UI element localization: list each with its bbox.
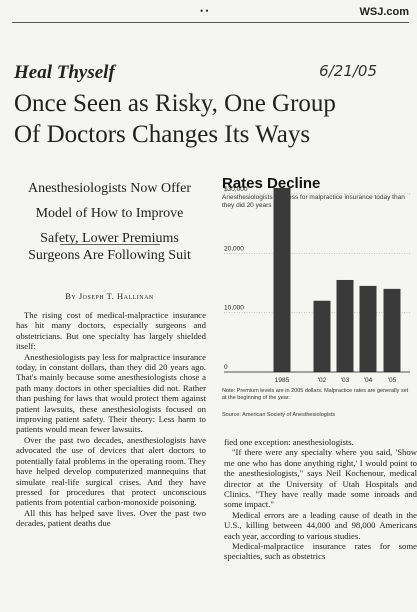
deck: Anesthesiologists Now Offer Model of How… <box>12 176 207 251</box>
y-tick-label: 0 <box>224 364 228 371</box>
y-tick-label: 20,000 <box>224 245 244 252</box>
paragraph: fied one exception: anesthesiologists. <box>224 437 354 447</box>
bar <box>313 300 331 372</box>
deck-line: Anesthesiologists Now Offer <box>27 181 192 196</box>
chart-note-box: Note: Premium levels are in 2005 dollars… <box>222 388 409 401</box>
chart-subtitle-box: Anesthesiologists pay less for malpracti… <box>222 194 405 209</box>
headline: Once Seen as Risky, One Group Of Doctors… <box>14 88 414 150</box>
chart-title: Rates Decline <box>222 175 320 192</box>
paragraph: Anesthesiologists pay less for malpracti… <box>16 351 206 435</box>
rule <box>60 244 160 245</box>
deck-line: Model of How to Improve <box>35 206 184 221</box>
x-tick-label: 1985 <box>275 377 290 384</box>
paragraph: Medical errors are a leading cause of de… <box>224 509 417 541</box>
paragraph: Over the past two decades, anesthesiolog… <box>16 434 206 508</box>
deck-line: Safety, Lower Premiums <box>40 231 179 246</box>
chart-source: Source: American Society of Anesthesiolo… <box>222 412 335 418</box>
x-tick-label: '04 <box>364 377 373 384</box>
bar <box>273 187 291 372</box>
bar <box>359 285 377 372</box>
x-tick-label: '02 <box>318 377 327 384</box>
y-tick-label: 10,000 <box>224 305 244 312</box>
x-tick-label: '05 <box>388 377 397 384</box>
subdeck: Surgeons Are Following Suit <box>28 248 191 263</box>
y-tick-label: $30,000 <box>224 186 248 193</box>
right-column: fied one exception: anesthesiologists. "I… <box>224 437 417 612</box>
paragraph: The rising cost of medical-malpractice i… <box>16 310 206 352</box>
kicker: Heal Thyself <box>14 62 115 83</box>
paragraph: Medical-malpractice insurance rates for … <box>224 541 417 562</box>
headline-line: Once Seen as Risky, One Group <box>14 90 336 117</box>
site-name: WSJ.com <box>359 6 409 18</box>
rule <box>12 22 409 23</box>
chart-note: Note: Premium levels are in 2005 dollars… <box>222 388 409 401</box>
left-column: The rising cost of medical-malpractice i… <box>16 310 206 612</box>
bar <box>383 288 401 372</box>
masthead-marks: • • <box>200 6 209 16</box>
headline-line: Of Doctors Changes Its Ways <box>14 121 311 148</box>
paragraph: "If there were any specialty where you s… <box>224 447 417 510</box>
byline: By Joseph T. Hallinan <box>65 291 154 301</box>
x-tick-label: '03 <box>341 377 350 384</box>
date: 6/21/05 <box>319 62 377 80</box>
chart: Rates Decline Anesthesiologists pay less… <box>222 175 410 418</box>
bar <box>336 279 354 372</box>
chart-subtitle: Anesthesiologists pay less for malpracti… <box>222 194 405 209</box>
paragraph: All this has helped save lives. Over the… <box>16 507 206 529</box>
